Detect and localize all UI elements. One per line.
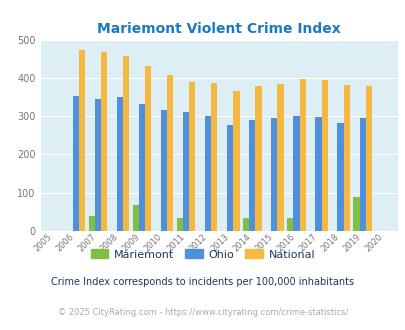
Bar xyxy=(88,216,95,231)
Bar xyxy=(132,205,139,231)
Bar xyxy=(365,85,371,231)
Bar xyxy=(271,118,277,231)
Bar xyxy=(286,218,293,231)
Bar xyxy=(72,96,79,231)
Bar xyxy=(337,123,343,231)
Bar xyxy=(358,118,365,231)
Bar xyxy=(95,99,101,231)
Bar xyxy=(321,80,327,231)
Bar xyxy=(145,66,151,231)
Bar xyxy=(211,83,217,231)
Bar xyxy=(177,217,183,231)
Bar xyxy=(352,197,358,231)
Bar xyxy=(249,120,255,231)
Bar xyxy=(123,56,129,231)
Bar xyxy=(227,125,233,231)
Bar xyxy=(117,97,123,231)
Bar xyxy=(79,50,85,231)
Bar xyxy=(299,79,305,231)
Bar xyxy=(161,111,167,231)
Bar xyxy=(205,116,211,231)
Bar xyxy=(293,116,299,231)
Title: Mariemont Violent Crime Index: Mariemont Violent Crime Index xyxy=(97,22,340,36)
Text: Crime Index corresponds to incidents per 100,000 inhabitants: Crime Index corresponds to incidents per… xyxy=(51,278,354,287)
Bar xyxy=(243,217,249,231)
Legend: Mariemont, Ohio, National: Mariemont, Ohio, National xyxy=(86,245,319,264)
Bar xyxy=(233,90,239,231)
Bar xyxy=(343,85,349,231)
Bar xyxy=(101,52,107,231)
Bar xyxy=(139,104,145,231)
Bar xyxy=(183,112,189,231)
Bar xyxy=(277,84,283,231)
Bar xyxy=(315,117,321,231)
Bar xyxy=(189,82,195,231)
Text: © 2025 CityRating.com - https://www.cityrating.com/crime-statistics/: © 2025 CityRating.com - https://www.city… xyxy=(58,308,347,317)
Bar xyxy=(255,86,261,231)
Bar xyxy=(167,75,173,231)
